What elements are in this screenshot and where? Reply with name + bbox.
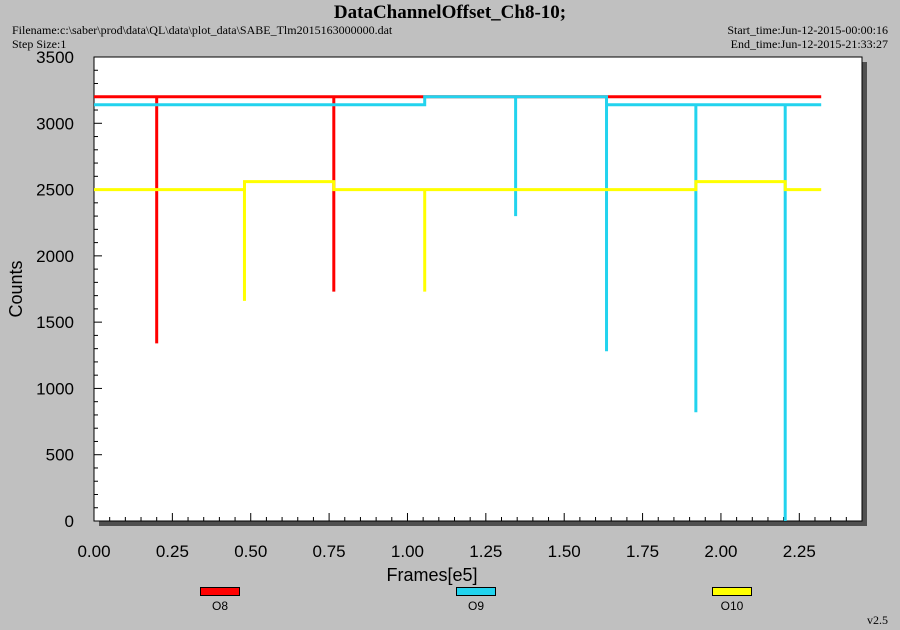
y-tick-label: 1000 <box>36 379 74 398</box>
y-tick-label: 2500 <box>36 181 74 200</box>
x-tick-label: 0.75 <box>313 542 346 561</box>
y-tick-label: 3000 <box>36 114 74 133</box>
x-tick-label: 0.25 <box>156 542 189 561</box>
x-tick-label: 0.50 <box>234 542 267 561</box>
y-tick-label: 3500 <box>36 48 74 67</box>
legend-swatch-o8 <box>200 587 240 596</box>
plot-area <box>93 56 863 522</box>
legend-label-o9: O9 <box>467 599 484 613</box>
y-tick-label: 500 <box>46 446 74 465</box>
x-tick-label: 0.00 <box>77 542 110 561</box>
x-tick-label: 1.50 <box>548 542 581 561</box>
legend-swatch-o9 <box>456 587 496 596</box>
x-tick-label: 1.25 <box>469 542 502 561</box>
legend-label-o8: O8 <box>211 599 228 613</box>
y-tick-label: 0 <box>65 512 74 531</box>
x-tick-label: 2.00 <box>704 542 737 561</box>
legend-swatch-o10 <box>712 587 752 596</box>
version-label: v2.5 <box>867 613 888 627</box>
x-tick-label: 1.75 <box>626 542 659 561</box>
legend-label-o10: O10 <box>720 599 744 613</box>
step-size-text: Step Size:1 <box>12 37 67 51</box>
x-tick-label: 1.00 <box>391 542 424 561</box>
filename-text: Filename:c:\saber\prod\data\QL\data\plot… <box>12 23 393 37</box>
y-tick-label: 2000 <box>36 247 74 266</box>
chart-title: DataChannelOffset_Ch8-10; <box>333 2 567 23</box>
end-time-text: End_time:Jun-12-2015-21:33:27 <box>730 37 888 51</box>
y-tick-label: 1500 <box>36 313 74 332</box>
series-line-o10 <box>94 180 822 192</box>
x-tick-label: 2.25 <box>783 542 816 561</box>
start-time-text: Start_time:Jun-12-2015-00:00:16 <box>727 23 888 37</box>
x-axis-label: Frames[e5] <box>386 565 477 585</box>
y-axis-label: Counts <box>6 260 26 317</box>
